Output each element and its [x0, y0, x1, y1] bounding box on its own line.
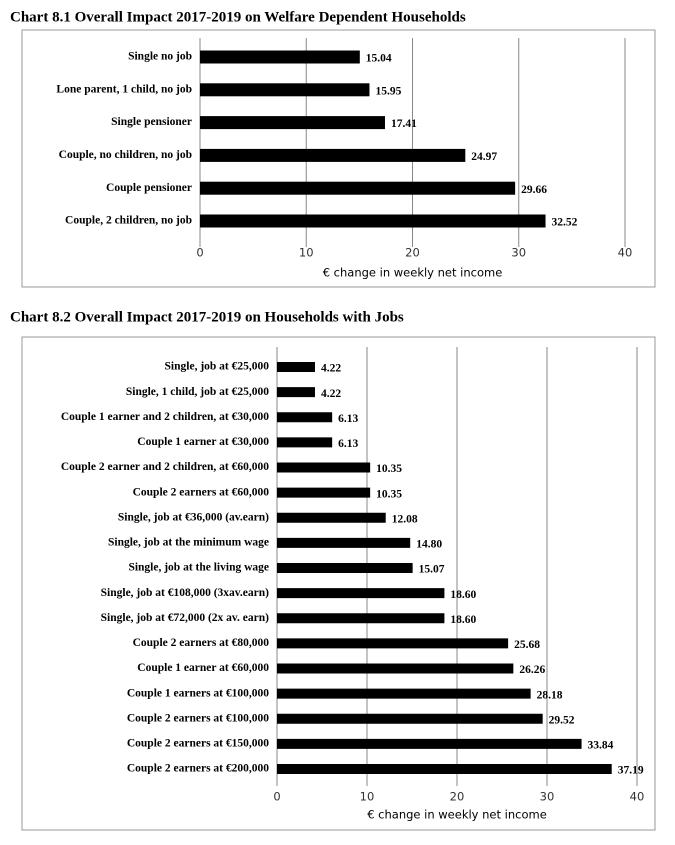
y-tick-label: Couple 2 earners at €60,000	[133, 486, 270, 498]
value-label: 25.68	[514, 639, 540, 651]
value-label: 10.35	[376, 463, 402, 475]
bar	[277, 738, 582, 749]
x-tick-label: 40	[630, 790, 645, 804]
value-label: 29.66	[521, 184, 547, 196]
bar	[277, 362, 315, 372]
y-tick-label: Single, job at the minimum wage	[108, 537, 269, 549]
value-label: 18.60	[450, 589, 476, 601]
bar	[200, 214, 546, 228]
value-label: 6.13	[338, 438, 358, 450]
y-tick-label: Single, 1 child, job at €25,000	[126, 386, 269, 398]
bar	[277, 412, 333, 423]
value-label: 4.22	[321, 363, 341, 375]
value-label: 15.04	[366, 53, 392, 65]
y-tick-label: Couple 2 earners at €80,000	[133, 637, 270, 649]
y-tick-label: Single, job at €72,000 (2x av. earn)	[101, 612, 270, 624]
y-tick-label: Single, job at €108,000 (3xav.earn)	[101, 587, 270, 599]
chart-frame	[21, 336, 656, 831]
bar	[277, 688, 531, 699]
value-label: 33.84	[588, 740, 614, 752]
y-tick-label: Lone parent, 1 child, no job	[56, 83, 192, 95]
value-label: 17.41	[391, 118, 417, 130]
bar	[277, 588, 445, 599]
y-tick-label: Couple 1 earner at €30,000	[137, 436, 269, 448]
bar	[277, 713, 543, 724]
chart-title: Chart 8.1 Overall Impact 2017-2019 on We…	[10, 9, 466, 25]
value-label: 26.26	[519, 664, 545, 676]
x-tick-label: 20	[450, 790, 465, 804]
bar	[277, 387, 315, 398]
x-tick-label: 10	[299, 246, 314, 260]
y-tick-label: Single, job at €36,000 (av.earn)	[118, 511, 269, 523]
bar	[277, 613, 445, 624]
y-tick-label: Couple 2 earners at €100,000	[127, 712, 269, 724]
value-label: 28.18	[537, 689, 563, 701]
y-tick-label: Couple, no children, no job	[59, 149, 192, 161]
value-label: 29.52	[549, 714, 575, 726]
bar	[277, 462, 371, 473]
y-tick-label: Couple 2 earner and 2 children, at €60,0…	[61, 461, 269, 473]
value-label: 4.22	[321, 388, 341, 400]
y-tick-label: Couple 1 earner and 2 children, at €30,0…	[61, 411, 269, 423]
y-tick-label: Single, job at €25,000	[165, 361, 270, 373]
bar	[200, 148, 466, 162]
y-tick-label: Single, job at the living wage	[128, 562, 269, 574]
y-tick-label: Couple 1 earner at €60,000	[137, 662, 269, 674]
bar	[277, 638, 509, 649]
value-label: 10.35	[376, 488, 402, 500]
bar	[277, 764, 612, 774]
value-label: 24.97	[471, 151, 497, 163]
x-axis-label: € change in weekly net income	[323, 266, 503, 280]
x-tick-label: 10	[360, 790, 375, 804]
value-label: 15.07	[419, 564, 445, 576]
y-tick-label: Couple, 2 children, no job	[65, 215, 192, 227]
bar	[277, 487, 371, 498]
value-label: 14.80	[416, 539, 442, 551]
bar	[200, 50, 360, 64]
value-label: 15.95	[375, 85, 401, 97]
value-label: 6.13	[338, 413, 358, 425]
x-tick-label: 30	[540, 790, 555, 804]
bar	[200, 116, 385, 130]
y-tick-label: Couple 2 earners at €200,000	[127, 763, 269, 775]
bar	[277, 437, 333, 448]
y-tick-label: Single no job	[128, 51, 192, 63]
y-tick-label: Couple 1 earners at €100,000	[127, 687, 269, 699]
x-tick-label: 0	[196, 246, 203, 260]
value-label: 32.52	[552, 217, 578, 229]
bar	[277, 663, 514, 674]
x-tick-label: 20	[405, 246, 420, 260]
bar	[277, 512, 386, 523]
value-label: 12.08	[392, 513, 418, 525]
y-tick-label: Couple 2 earners at €150,000	[127, 738, 269, 750]
x-tick-label: 30	[511, 246, 526, 260]
bar	[200, 83, 370, 97]
y-tick-label: Couple pensioner	[106, 182, 192, 194]
value-label: 18.60	[450, 614, 476, 626]
chart-title: Chart 8.2 Overall Impact 2017-2019 on Ho…	[10, 309, 404, 325]
x-tick-label: 0	[273, 790, 280, 804]
bar	[277, 537, 411, 548]
x-tick-label: 40	[618, 246, 633, 260]
chart-frame	[21, 29, 656, 288]
y-tick-label: Single pensioner	[111, 116, 192, 128]
bar	[200, 181, 516, 195]
x-axis-label: € change in weekly net income	[367, 808, 547, 822]
value-label: 37.19	[618, 765, 644, 777]
bar	[277, 563, 413, 573]
